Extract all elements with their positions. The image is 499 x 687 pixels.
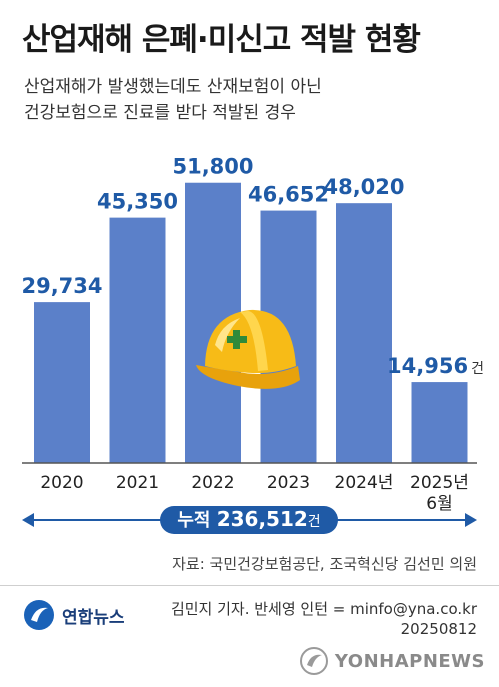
value-label-4: 48,020 — [323, 175, 404, 199]
bar-5 — [411, 382, 468, 463]
x-tick-label-5-line2: 6월 — [426, 494, 452, 514]
yonhap-logo: 연합뉴스 — [22, 598, 125, 632]
total-value: 236,512 — [217, 507, 308, 531]
yonhap-watermark-icon — [299, 647, 328, 675]
page-title: 산업재해 은폐·미신고 적발 현황 — [22, 22, 421, 58]
subtitle: 산업재해가 발생했는데도 산재보험이 아닌 건강보험으로 진료를 받다 적발된 … — [24, 74, 322, 126]
bar-1 — [109, 217, 166, 463]
x-tick-label-5: 2025년 — [410, 473, 469, 493]
date-stamp: 20250812 — [400, 620, 477, 638]
x-tick-label-1: 2021 — [116, 473, 159, 493]
value-label-2: 51,800 — [172, 155, 253, 179]
hard-hat-icon — [196, 309, 300, 389]
source-note: 자료: 국민건강보험공단, 조국혁신당 김선민 의원 — [172, 555, 477, 573]
logo-text: 연합뉴스 — [62, 607, 125, 628]
watermark-text: YONHAPNEWS — [334, 650, 485, 672]
credit-line: 김민지 기자. 반세영 인턴 = minfo@yna.co.kr — [170, 600, 477, 618]
watermark: YONHAPNEWS — [299, 646, 485, 676]
total-label: 누적 236,512건 — [177, 507, 320, 531]
bar-4 — [336, 203, 392, 464]
subtitle-line-1: 산업재해가 발생했는데도 산재보험이 아닌 — [24, 77, 322, 97]
subtitle-line-2: 건강보험으로 진료를 받다 적발된 경우 — [24, 103, 296, 123]
footer-divider — [0, 585, 499, 586]
bar-0 — [34, 302, 90, 463]
value-label-1: 45,350 — [97, 190, 178, 214]
total-unit: 건 — [308, 514, 321, 530]
total-arrow-left — [22, 513, 34, 527]
total-arrow-right — [465, 513, 477, 527]
value-label-3: 46,652 — [248, 183, 329, 207]
x-tick-label-0: 2020 — [40, 473, 83, 493]
x-tick-label-4: 2024년 — [335, 473, 394, 493]
unit-label: 건 — [471, 361, 484, 377]
x-tick-label-2: 2022 — [191, 473, 234, 493]
x-tick-label-3: 2023 — [267, 473, 310, 493]
total-indicator: 누적 236,512건 — [22, 506, 477, 534]
total-label-prefix: 누적 — [177, 510, 216, 531]
value-label-0: 29,734 — [21, 274, 102, 298]
value-label-5: 14,956 건 — [387, 354, 484, 378]
total-pill — [160, 506, 338, 534]
yonhap-logo-icon — [24, 600, 54, 630]
